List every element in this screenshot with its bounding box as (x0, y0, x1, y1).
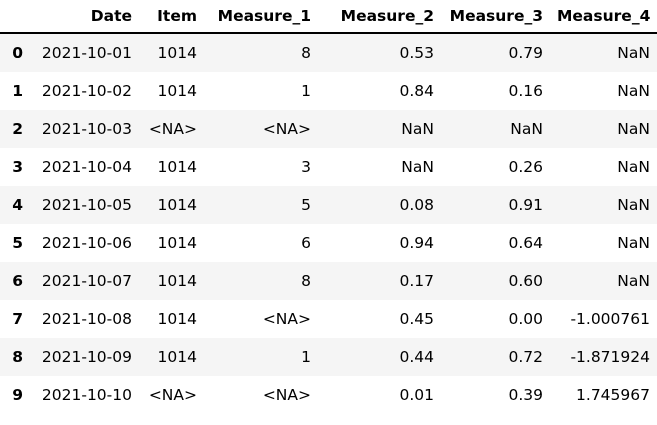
table-cell: 2021-10-08 (41, 310, 132, 328)
row-index: 2 (12, 120, 23, 138)
table-cell: 0.60 (508, 272, 543, 290)
table-cell: 0.08 (399, 196, 434, 214)
table-cell: 1.745967 (576, 386, 650, 404)
row-index: 7 (12, 310, 23, 328)
table-cell: NaN (617, 234, 650, 252)
table-cell: NaN (617, 120, 650, 138)
table-cell: NaN (617, 44, 650, 62)
column-header: Measure_3 (441, 0, 550, 34)
table-cell: 2021-10-01 (41, 44, 132, 62)
table-row: 9 2021-10-10 <NA> <NA> 0.01 0.39 1.745967 (0, 376, 657, 414)
row-index: 4 (12, 196, 23, 214)
table-cell: <NA> (148, 386, 197, 404)
table-row: 5 2021-10-06 1014 6 0.94 0.64 NaN (0, 224, 657, 262)
table-row: 8 2021-10-09 1014 1 0.44 0.72 -1.871924 (0, 338, 657, 376)
index-corner-header (0, 0, 30, 34)
table-cell: NaN (510, 120, 543, 138)
table-cell: 0.44 (399, 348, 434, 366)
row-index: 5 (12, 234, 23, 252)
table-row: 2 2021-10-03 <NA> <NA> NaN NaN NaN (0, 110, 657, 148)
column-header: Measure_4 (550, 0, 657, 34)
table-cell: 0.17 (399, 272, 434, 290)
table-cell: 0.53 (399, 44, 434, 62)
table-cell: -1.000761 (570, 310, 650, 328)
table-cell: 1 (301, 348, 311, 366)
table-cell: 2021-10-06 (41, 234, 132, 252)
table-cell: 0.39 (508, 386, 543, 404)
column-header: Measure_1 (204, 0, 318, 34)
table-cell: 0.00 (508, 310, 543, 328)
table-row: 6 2021-10-07 1014 8 0.17 0.60 NaN (0, 262, 657, 300)
table-cell: NaN (401, 158, 434, 176)
table-cell: 1014 (157, 158, 197, 176)
dataframe-table: Date Item Measure_1 Measure_2 Measure_3 Measu… (0, 0, 657, 414)
table-cell: 1014 (157, 348, 197, 366)
table-cell: 0.26 (508, 158, 543, 176)
table-cell: 5 (301, 196, 311, 214)
table-cell: 1014 (157, 82, 197, 100)
column-header: Item (139, 0, 204, 34)
table-cell: 2021-10-05 (41, 196, 132, 214)
row-index: 8 (12, 348, 23, 366)
row-index: 0 (12, 44, 23, 62)
table-cell: 2021-10-07 (41, 272, 132, 290)
column-header: Measure_2 (318, 0, 441, 34)
table-cell: NaN (617, 196, 650, 214)
table-row: 1 2021-10-02 1014 1 0.84 0.16 NaN (0, 72, 657, 110)
column-header: Date (30, 0, 139, 34)
table-cell: 1014 (157, 234, 197, 252)
table-cell: 3 (301, 158, 311, 176)
table-cell: NaN (617, 272, 650, 290)
table-cell: 0.84 (399, 82, 434, 100)
table-cell: 1014 (157, 310, 197, 328)
table-cell: 6 (301, 234, 311, 252)
table-cell: 2021-10-09 (41, 348, 132, 366)
table-cell: NaN (617, 158, 650, 176)
table-body: 0 2021-10-01 1014 8 0.53 0.79 NaN 1 2021-10-02 10… (0, 33, 657, 414)
table-row: 0 2021-10-01 1014 8 0.53 0.79 NaN (0, 33, 657, 72)
table-row: 4 2021-10-05 1014 5 0.08 0.91 NaN (0, 186, 657, 224)
row-index: 1 (12, 82, 23, 100)
table-cell: 0.01 (399, 386, 434, 404)
table-header: Date Item Measure_1 Measure_2 Measure_3 Measu… (0, 0, 657, 34)
table-cell: 0.45 (399, 310, 434, 328)
header-row: Date Item Measure_1 Measure_2 Measure_3 Measu… (0, 0, 657, 34)
table-row: 3 2021-10-04 1014 3 NaN 0.26 NaN (0, 148, 657, 186)
table-cell: 2021-10-04 (41, 158, 132, 176)
table-cell: 0.16 (508, 82, 543, 100)
table-cell: 8 (301, 272, 311, 290)
table-cell: 2021-10-02 (41, 82, 132, 100)
table-cell: 0.64 (508, 234, 543, 252)
table-cell: 1014 (157, 272, 197, 290)
table-cell: 0.91 (508, 196, 543, 214)
table-cell: <NA> (262, 310, 311, 328)
table-cell: 2021-10-10 (41, 386, 132, 404)
table-cell: 2021-10-03 (41, 120, 132, 138)
table-cell: 0.94 (399, 234, 434, 252)
table-cell: 8 (301, 44, 311, 62)
row-index: 3 (12, 158, 23, 176)
table-cell: <NA> (148, 120, 197, 138)
table-cell: 1014 (157, 196, 197, 214)
table-cell: 1014 (157, 44, 197, 62)
table-cell: -1.871924 (570, 348, 650, 366)
table-cell: 0.72 (508, 348, 543, 366)
table-cell: <NA> (262, 386, 311, 404)
table-cell: <NA> (262, 120, 311, 138)
row-index: 9 (12, 386, 23, 404)
row-index: 6 (12, 272, 23, 290)
table-row: 7 2021-10-08 1014 <NA> 0.45 0.00 -1.000761 (0, 300, 657, 338)
table-cell: 0.79 (508, 44, 543, 62)
table-cell: NaN (617, 82, 650, 100)
table-cell: NaN (401, 120, 434, 138)
table-cell: 1 (301, 82, 311, 100)
